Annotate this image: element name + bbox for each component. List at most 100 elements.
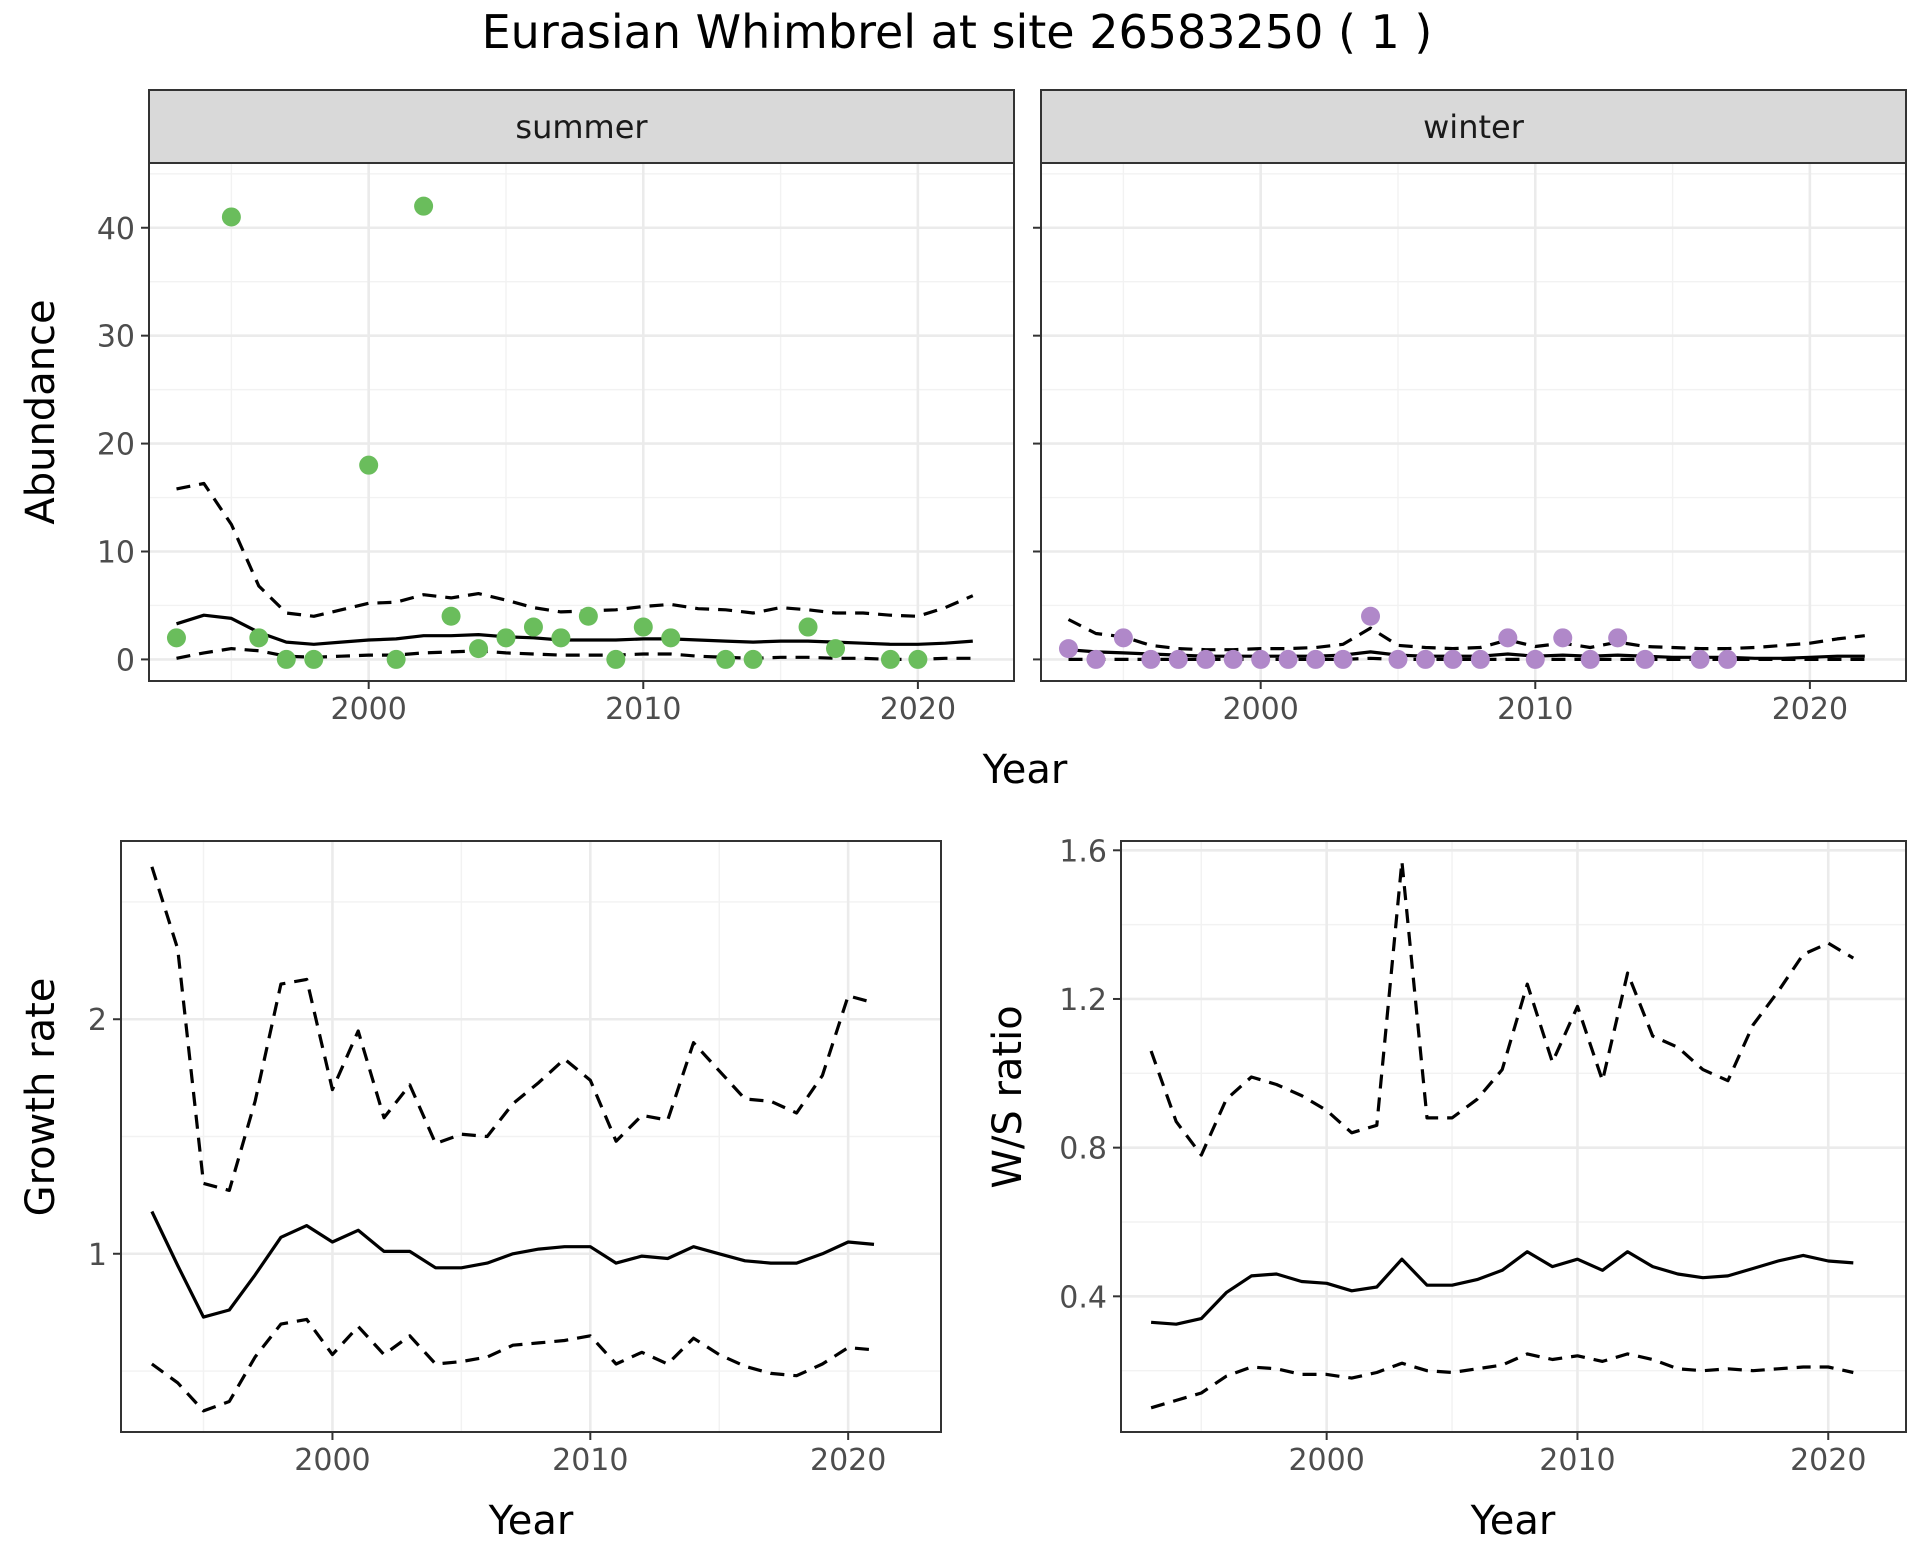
winter-lower-ci-line: [1068, 656, 1865, 661]
summer-data-point: [798, 617, 818, 637]
summer-data-point: [606, 649, 626, 669]
ws-panel-border: [1120, 840, 1907, 1433]
winter-data-point: [1470, 649, 1490, 669]
growth-y-axis-title: Growth rate: [18, 978, 64, 1217]
summer-data-point: [743, 649, 763, 669]
winter-data-point: [1635, 649, 1655, 669]
summer-data-point: [661, 628, 681, 648]
abundance-chart: 2000 2010 2020 0 10 20 30 40 summer 2000 2010 2020…: [18, 89, 1907, 793]
ws-lower-ci-line: [1150, 1352, 1854, 1410]
summer-x-tick-label: 2010: [605, 692, 681, 727]
summer-data-point: [386, 649, 406, 669]
summer-y-tick-label: 0: [116, 643, 135, 678]
ws-y-tick-label: 1.2: [1059, 983, 1107, 1018]
summer-data-point: [469, 639, 489, 659]
summer-data-point: [716, 649, 736, 669]
winter-data-point: [1141, 649, 1161, 669]
winter-data-point: [1086, 649, 1106, 669]
ws-x-tick-label: 2020: [1790, 1443, 1866, 1478]
ws-ratio-panel: 2000 2010 2020 0.4 0.8 1.2 1.6: [1059, 834, 1907, 1478]
winter-data-point: [1443, 649, 1463, 669]
growth-upper-ci-line: [150, 866, 875, 1192]
growth-x-tick-label: 2010: [552, 1443, 628, 1478]
summer-data-point: [578, 606, 598, 626]
summer-upper-ci-line: [176, 481, 974, 618]
ws-plot-background: [1121, 841, 1906, 1432]
winter-data-point: [1498, 628, 1518, 648]
growth-y-tick-label: 1: [88, 1238, 107, 1273]
ws-x-tick-label: 2010: [1539, 1443, 1615, 1478]
summer-data-point: [359, 455, 379, 475]
summer-data-point: [523, 617, 543, 637]
growth-x-tick-label: 2020: [810, 1443, 886, 1478]
summer-data-point: [166, 628, 186, 648]
summer-y-tick-label: 30: [97, 320, 135, 355]
ws-ratio-chart: 2000 2010 2020 0.4 0.8 1.2 1.6 Year W/S ratio: [985, 834, 1907, 1544]
winter-x-tick-label: 2010: [1497, 692, 1573, 727]
summer-data-point: [908, 649, 928, 669]
summer-data-point: [276, 649, 296, 669]
summer-y-tick-label: 20: [97, 428, 135, 463]
winter-data-point: [1718, 649, 1738, 669]
winter-x-tick-label: 2000: [1223, 692, 1299, 727]
winter-data-point: [1580, 649, 1600, 669]
winter-data-point: [1113, 628, 1133, 648]
summer-strip-label: summer: [515, 108, 648, 146]
summer-panel: 2000 2010 2020 0 10 20 30 40 summer: [97, 89, 1015, 727]
winter-plot-background: [1041, 163, 1906, 681]
growth-x-axis-title: Year: [488, 1498, 574, 1544]
ws-x-axis-title: Year: [1470, 1498, 1556, 1544]
growth-mean-line: [150, 1210, 875, 1319]
ws-y-axis-title: W/S ratio: [985, 1005, 1031, 1188]
summer-data-point: [826, 639, 846, 659]
ws-y-tick-label: 1.6: [1059, 834, 1107, 869]
summer-y-tick-label: 10: [97, 536, 135, 571]
winter-strip-label: winter: [1423, 108, 1525, 146]
summer-data-point: [304, 649, 324, 669]
winter-data-point: [1306, 649, 1326, 669]
winter-data-point: [1553, 628, 1573, 648]
ws-y-tick-label: 0.8: [1059, 1132, 1107, 1167]
growth-rate-panel: 2000 2010 2020 1 2: [88, 840, 942, 1478]
winter-data-point: [1388, 649, 1408, 669]
winter-data-point: [1608, 628, 1628, 648]
summer-data-point: [496, 628, 516, 648]
abundance-x-axis-title: Year: [982, 747, 1068, 793]
summer-data-point: [414, 196, 434, 216]
summer-data-point: [551, 628, 571, 648]
winter-data-point: [1278, 649, 1298, 669]
summer-data-point: [880, 649, 900, 669]
summer-x-tick-label: 2000: [331, 692, 407, 727]
growth-rate-chart: 2000 2010 2020 1 2 Year Growth rate: [18, 840, 942, 1544]
summer-data-point: [249, 628, 269, 648]
winter-data-point: [1196, 649, 1216, 669]
winter-data-point: [1690, 649, 1710, 669]
growth-panel-border: [120, 840, 942, 1433]
winter-data-point: [1525, 649, 1545, 669]
figure-title: Eurasian Whimbrel at site 26583250 ( 1 ): [482, 5, 1433, 59]
winter-x-tick-label: 2020: [1772, 692, 1848, 727]
summer-strip: [148, 89, 1015, 164]
winter-data-point: [1415, 649, 1435, 669]
ws-x-tick-label: 2000: [1288, 1443, 1364, 1478]
summer-data-point: [633, 617, 653, 637]
winter-data-point: [1058, 639, 1078, 659]
winter-strip: [1040, 89, 1907, 164]
summer-data-point: [441, 606, 461, 626]
growth-lower-ci-line: [150, 1317, 875, 1413]
abundance-y-axis-title: Abundance: [18, 299, 64, 524]
winter-data-point: [1168, 649, 1188, 669]
growth-x-tick-label: 2000: [294, 1443, 370, 1478]
summer-y-tick-label: 40: [97, 212, 135, 247]
winter-panel: 2000 2010 2020 winter: [1033, 89, 1907, 727]
summer-plot-background: [149, 163, 1014, 681]
winter-data-point: [1223, 649, 1243, 669]
ws-mean-line: [1150, 1250, 1854, 1326]
summer-x-tick-label: 2020: [880, 692, 956, 727]
winter-data-point: [1251, 649, 1271, 669]
summer-lower-ci-line: [176, 647, 973, 661]
ws-y-tick-label: 0.4: [1059, 1280, 1107, 1315]
growth-y-tick-label: 2: [88, 1003, 107, 1038]
winter-data-point: [1361, 606, 1381, 626]
